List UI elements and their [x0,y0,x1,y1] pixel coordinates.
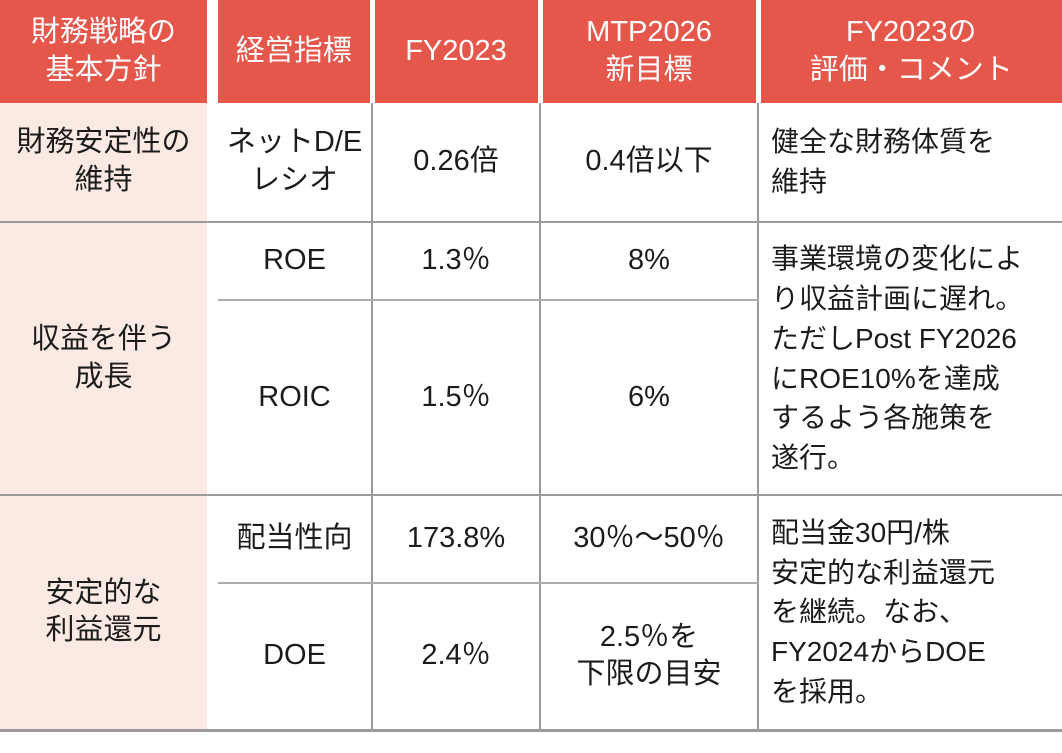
row-doe: DOE 2.4％ 2.5％を 下限の目安 [0,583,1062,730]
row-roic: ROIC 1.5％ 6% [0,300,1062,495]
target-net-de: 0.4倍以下 [539,103,758,222]
indicator-roic: ROIC [258,380,331,413]
row-payout-ratio: 安定的な 利益還元 配当性向 173.8% 30％～50％ 配当金30円/株 安… [0,494,1062,730]
column-gap [207,0,218,103]
value-roe-fy2023: 1.3％ [371,221,540,301]
target-doe: 2.5％を 下限の目安 [539,583,758,730]
column-gap [207,221,218,495]
value-payout-fy2023: 173.8% [371,494,540,584]
target-roic: 6% [539,300,758,495]
indicator-roe: ROE [218,221,372,301]
indicator-doe: DOE [263,639,326,672]
header-comment: FY2023の 評価・コメント [755,0,1062,103]
column-gap [207,494,218,730]
value-roic-fy2023: 1.5％ [371,300,540,495]
comment-stability: 健全な財務体質を 維持 [757,103,1062,222]
indicator-payout-ratio: 配当性向 [218,494,372,584]
target-payout: 30％～50％ [539,494,758,584]
header-policy: 財務戦略の 基本方針 [0,0,207,103]
comment-growth: 事業環境の変化によ り収益計画に遅れ。 ただしPost FY2026 にROE1… [757,221,1062,495]
value-doe-fy2023: 2.4％ [371,583,540,730]
policy-cell-growth: 収益を伴う 成長 [0,221,207,495]
policy-cell-returns: 安定的な 利益還元 [0,494,207,730]
table-header-row: 財務戦略の 基本方針 経営指標 FY2023 MTP2026 新目標 FY202… [0,0,1062,103]
policy-cell-stability: 財務安定性の 維持 [0,103,207,222]
row-roe: 収益を伴う 成長 ROE 1.3％ 8% 事業環境の変化によ り収益計画に遅れ。… [0,221,1062,495]
header-indicator: 経営指標 [218,0,372,103]
financial-strategy-table: 財務戦略の 基本方針 経営指標 FY2023 MTP2026 新目標 FY202… [0,0,1062,732]
comment-returns: 配当金30円/株 安定的な利益還元 を継続。なお、 FY2024からDOE を採… [757,494,1062,730]
header-target: MTP2026 新目標 [537,0,758,103]
column-gap [207,103,218,222]
value-net-de-fy2023: 0.26倍 [371,103,540,222]
indicator-net-de: ネットD/E レシオ [226,126,363,196]
target-roe: 8% [539,221,758,301]
row-net-de: 財務安定性の 維持 ネットD/E レシオ 0.26倍 0.4倍以下 健全な財務体… [0,103,1062,222]
header-fy2023: FY2023 [369,0,540,103]
